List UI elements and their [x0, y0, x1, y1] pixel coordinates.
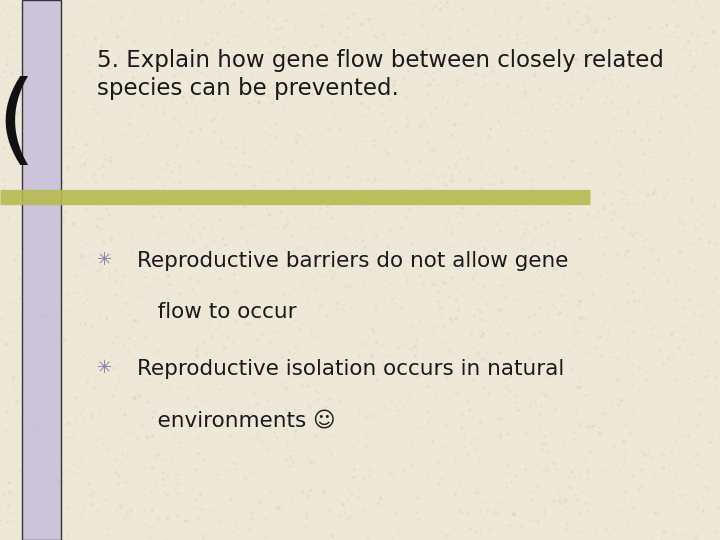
Text: ✳: ✳: [97, 359, 112, 377]
Text: (: (: [0, 76, 35, 173]
Text: ✳: ✳: [97, 251, 112, 269]
Text: 5. Explain how gene flow between closely related
species can be prevented.: 5. Explain how gene flow between closely…: [97, 49, 664, 100]
Text: flow to occur: flow to occur: [137, 302, 297, 322]
Text: Reproductive isolation occurs in natural: Reproductive isolation occurs in natural: [137, 359, 564, 379]
FancyBboxPatch shape: [22, 0, 61, 540]
Text: Reproductive barriers do not allow gene: Reproductive barriers do not allow gene: [137, 251, 568, 271]
Text: environments ☺: environments ☺: [137, 410, 336, 430]
